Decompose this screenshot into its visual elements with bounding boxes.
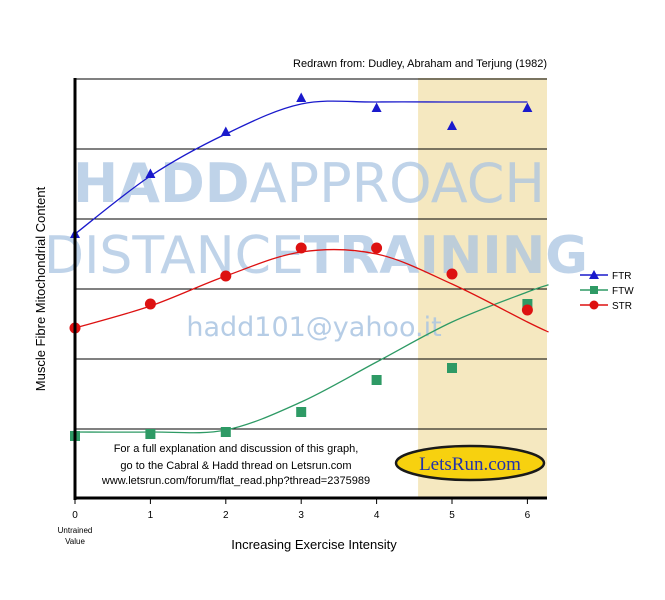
marker-ftr: [522, 102, 533, 112]
curve-ftw: [74, 284, 549, 434]
x0-sublabel-line-1: Untrained: [58, 526, 93, 535]
highlight-band-layer: [418, 78, 547, 498]
annotation-line-1: For a full explanation and discussion of…: [114, 443, 359, 455]
marker-str: [521, 304, 533, 316]
marker-ftr: [145, 168, 156, 178]
letsrun-badge-ellipse: [394, 444, 546, 482]
annotation-note: For a full explanation and discussion of…: [101, 443, 370, 487]
source-note: Redrawn from: Dudley, Abraham and Terjun…: [293, 58, 547, 70]
annotation-line-2: go to the Cabral & Hadd thread on Letsru…: [120, 460, 351, 472]
legend-marker: [589, 270, 599, 279]
legend-marker: [589, 300, 599, 310]
marker-ftw: [220, 427, 231, 437]
watermark-line-2-light: DISTANCE: [44, 226, 304, 286]
highlight-band: [418, 78, 547, 498]
watermark-line-1: HADDAPPROACH: [73, 152, 545, 215]
marker-ftr: [296, 92, 307, 102]
x-tick-label: 0: [72, 510, 78, 521]
x-tick-label: 5: [449, 510, 455, 521]
letsrun-badge-text: LetsRun.com: [419, 454, 521, 475]
marker-ftr: [447, 120, 457, 130]
letsrun-badge[interactable]: LetsRun.com: [394, 444, 546, 482]
x-tick-label: 1: [148, 510, 154, 521]
marker-str: [371, 242, 383, 254]
marker-str: [220, 270, 232, 282]
x-axis-label: Increasing Exercise Intensity: [231, 537, 397, 552]
legend-item-ftw: FTW: [580, 286, 634, 297]
legend-label: FTR: [612, 271, 631, 282]
x-tick-label: 6: [525, 510, 531, 521]
x0-sublabel-line-2: Value: [65, 537, 85, 546]
y-axis-label: Muscle Fibre Mitochondrial Content: [33, 186, 48, 391]
marker-ftr: [371, 102, 382, 112]
watermark-line-1-light: APPROACH: [250, 152, 545, 215]
curve-str: [74, 248, 549, 333]
marker-ftr: [220, 126, 231, 136]
legend-marker: [590, 286, 598, 294]
x-axis-ticks: 0 1 2 3 4 5 6: [72, 498, 531, 521]
axes: [73, 78, 547, 500]
legend-label: FTW: [612, 286, 634, 297]
x-tick-label: 4: [374, 510, 380, 521]
marker-ftw: [371, 375, 382, 385]
marker-ftw: [145, 429, 156, 439]
marker-str: [295, 242, 307, 254]
watermark-line-2: DISTANCETRAINING: [44, 226, 588, 286]
series-markers: [69, 92, 533, 441]
watermark: HADDAPPROACH DISTANCETRAINING hadd101@ya…: [44, 152, 588, 343]
legend: FTR FTW STR: [580, 270, 634, 312]
marker-ftw: [522, 299, 533, 309]
x-tick-label: 3: [298, 510, 304, 521]
legend-item-ftr: FTR: [580, 270, 631, 282]
legend-label: STR: [612, 301, 632, 312]
watermark-email: hadd101@yahoo.it: [186, 312, 441, 343]
watermark-line-2-bold: TRAINING: [304, 226, 588, 286]
x-tick-label: 2: [223, 510, 229, 521]
annotation-line-3[interactable]: www.letsrun.com/forum/flat_read.php?thre…: [101, 475, 370, 487]
marker-ftw: [296, 407, 307, 417]
marker-str: [144, 298, 156, 310]
marker-ftw: [447, 363, 457, 373]
legend-item-str: STR: [580, 300, 632, 312]
marker-str: [446, 268, 458, 280]
watermark-line-1-bold: HADD: [73, 152, 250, 215]
